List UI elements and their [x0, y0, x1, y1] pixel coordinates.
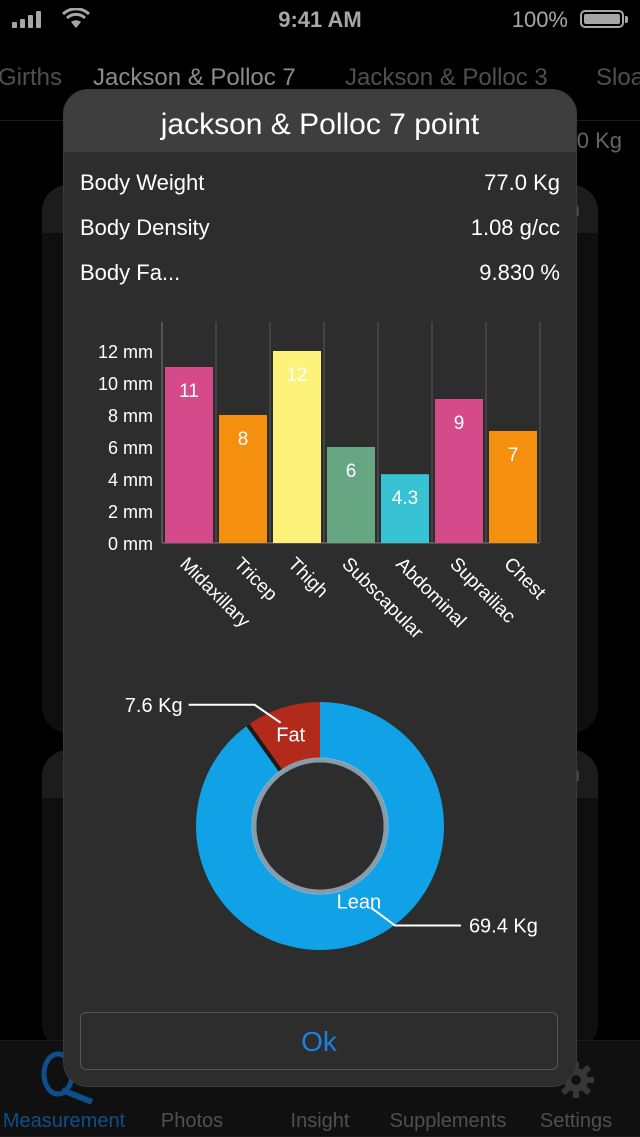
bar-value-label: 7 — [508, 445, 519, 466]
battery-percent: 100% — [511, 7, 568, 32]
y-tick-label: 12 mm — [98, 342, 153, 362]
fat-slice — [247, 702, 320, 771]
bar-value-label: 6 — [346, 461, 357, 482]
segment-sloan[interactable]: Sloa — [596, 64, 640, 91]
bar-value-label: 11 — [179, 381, 199, 402]
fat-value-label: 7.6 Kg — [125, 695, 183, 717]
bar-value-label: 4.3 — [392, 488, 418, 509]
body-composition-donut-chart: Fat 7.6 Kg Lean 69.4 Kg — [125, 695, 538, 950]
slice-divider — [246, 723, 283, 772]
wifi-icon — [62, 8, 90, 28]
body-fat-label: Body Fa... — [80, 260, 181, 285]
y-tick-label: 0 mm — [108, 534, 153, 554]
fat-slice-label: Fat — [276, 725, 305, 747]
bar-subscapular — [327, 447, 375, 543]
y-tick-label: 4 mm — [108, 470, 153, 490]
bar-value-label: 8 — [238, 429, 249, 450]
body-weight-label: Body Weight — [80, 170, 205, 195]
x-category-label: Tricep — [229, 554, 281, 606]
dialog-title: jackson & Polloc 7 point — [64, 90, 576, 152]
tab-settings-label: Settings — [539, 1110, 613, 1132]
y-tick-label: 6 mm — [108, 438, 153, 458]
tab-photos[interactable]: Photos — [128, 1046, 256, 1133]
status-bar: 9:41 AM 100% — [0, 0, 640, 40]
y-tick-label: 2 mm — [108, 502, 153, 522]
lean-slice — [195, 702, 445, 950]
body-fat-row: Body Fa... 9.830 % — [80, 260, 560, 296]
segment-jackson-polloc-7[interactable]: Jackson & Polloc 7 — [93, 64, 296, 91]
tab-measurement[interactable]: Measurement — [0, 1046, 128, 1133]
bar-abdominal — [381, 474, 429, 543]
tab-supplements-label: Supplements — [389, 1110, 507, 1132]
x-category-label: Chest — [499, 554, 549, 604]
tab-photos-label: Photos — [160, 1110, 224, 1132]
bar-value-label: 12 — [286, 365, 307, 386]
battery-icon — [580, 10, 628, 28]
donut-inner-ring — [251, 757, 389, 895]
lean-callout-line — [370, 906, 461, 927]
bar-thigh — [273, 351, 321, 543]
x-category-label: Thigh — [283, 554, 331, 602]
bar-chest — [489, 431, 537, 543]
body-density-label: Body Density — [80, 215, 210, 240]
tab-measurement-label: Measurement — [2, 1110, 126, 1132]
segment-jackson-polloc-3[interactable]: Jackson & Polloc 3 — [345, 64, 548, 91]
segment-tabs: Girths Jackson & Polloc 7 Jackson & Poll… — [0, 58, 640, 100]
tab-insight[interactable]: Insight — [256, 1046, 384, 1133]
bar-value-label: 9 — [454, 413, 465, 434]
body-density-row: Body Density 1.08 g/cc — [80, 215, 560, 251]
tab-insight-label: Insight — [290, 1110, 350, 1132]
body-weight-value: 77.0 Kg — [484, 170, 560, 195]
lean-slice-label: Lean — [337, 892, 382, 914]
y-tick-label: 8 mm — [108, 406, 153, 426]
bar-midaxillary — [165, 367, 213, 543]
segment-girths[interactable]: Girths — [0, 64, 63, 91]
fat-callout-line — [188, 703, 282, 724]
body-fat-value: 9.830 % — [479, 260, 560, 285]
bar-suprailiac — [435, 399, 483, 543]
background-weight-value: 0 Kg — [576, 128, 622, 153]
ok-button[interactable]: Ok — [80, 1012, 558, 1070]
status-time: 9:41 AM — [278, 7, 362, 32]
tab-supplements[interactable]: Supplements — [384, 1046, 512, 1133]
bar-tricep — [219, 415, 267, 543]
body-weight-row: Body Weight 77.0 Kg — [80, 170, 560, 206]
lean-value-label: 69.4 Kg — [469, 916, 538, 938]
cellular-signal-icon — [12, 11, 41, 28]
donut-hole — [256, 762, 384, 890]
results-dialog: jackson & Polloc 7 point Body Weight 77.… — [64, 90, 576, 1086]
y-tick-label: 10 mm — [98, 374, 153, 394]
body-density-value: 1.08 g/cc — [470, 215, 560, 240]
tab-bar: Measurement Photos Insight Supplements S… — [0, 1040, 640, 1137]
